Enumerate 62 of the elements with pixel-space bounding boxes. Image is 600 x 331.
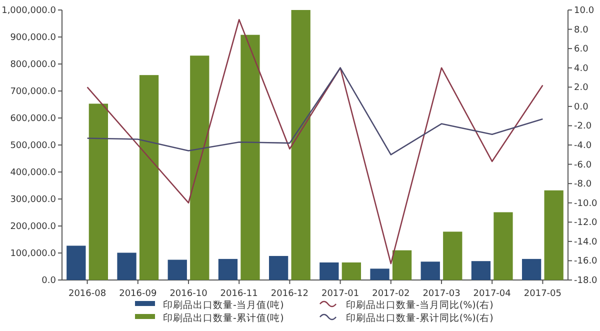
y-tick-label: 1,000,000.0: [2, 6, 56, 16]
bar: [342, 262, 362, 280]
y2-tick-label: 10.0: [574, 6, 594, 16]
bar: [471, 261, 491, 280]
bar: [168, 260, 187, 280]
y-tick-label: 800,000.0: [10, 60, 56, 70]
y2-tick-label: 8.0: [574, 25, 589, 36]
bar: [544, 190, 564, 280]
y2-tick-label: -18.0: [574, 276, 598, 286]
bar: [139, 75, 159, 280]
y-tick-label: 700,000.0: [10, 87, 56, 97]
y2-tick-label: 6.0: [574, 44, 589, 55]
bar: [320, 262, 339, 280]
y-tick-label: 0.0: [42, 276, 56, 286]
x-tick-label: 2016-09: [119, 289, 157, 299]
bar: [392, 250, 412, 280]
legend-label: 印刷品出口数量-当月同比(%)(右): [346, 299, 494, 311]
bar: [218, 258, 238, 280]
x-tick-label: 2017-01: [321, 289, 360, 299]
x-tick-label: 2016-11: [220, 289, 258, 299]
legend-label: 印刷品出口数量-累计同比(%)(右): [346, 312, 494, 324]
y2-tick-label: -10.0: [574, 198, 598, 209]
y2-tick-label: -12.0: [574, 218, 598, 228]
x-tick-label: 2017-03: [422, 289, 460, 299]
bar: [88, 104, 108, 280]
bar: [443, 232, 462, 280]
x-tick-label: 2016-08: [68, 289, 106, 299]
legend-label: 印刷品出口数量-累计值(吨): [163, 312, 284, 324]
x-tick-label: 2017-04: [473, 289, 512, 299]
bar: [268, 256, 288, 280]
bar: [66, 246, 86, 280]
x-tick-label: 2016-12: [270, 289, 309, 299]
bar: [190, 56, 210, 280]
y2-tick-label: -2.0: [574, 122, 592, 132]
bar: [291, 10, 310, 280]
y2-tick-label: -4.0: [574, 141, 592, 151]
line-series: [86, 67, 544, 156]
x-tick-label: 2017-05: [524, 289, 562, 299]
y-tick-label: 100,000.0: [10, 249, 56, 259]
x-tick-label: 2017-02: [372, 289, 410, 299]
bar: [370, 268, 390, 280]
bar: [522, 258, 542, 280]
y-tick-label: 500,000.0: [10, 141, 56, 151]
bar: [117, 252, 136, 280]
y2-tick-label: -6.0: [574, 160, 592, 170]
bar: [420, 262, 440, 280]
line-series: [86, 18, 544, 264]
y-tick-label: 400,000.0: [10, 168, 56, 178]
legend-label: 印刷品出口数量-当月值(吨): [163, 299, 284, 311]
y-tick-label: 600,000.0: [10, 114, 56, 124]
y2-tick-label: -14.0: [574, 237, 598, 248]
bar: [494, 212, 513, 280]
bar: [240, 34, 260, 280]
y2-tick-label: 2.0: [574, 83, 589, 94]
x-tick-label: 2016-10: [170, 289, 208, 299]
y-tick-label: 300,000.0: [10, 195, 56, 205]
y2-tick-label: -8.0: [574, 180, 592, 190]
y2-tick-label: 4.0: [574, 64, 589, 74]
y2-tick-label: -16.0: [574, 256, 598, 267]
y-tick-label: 200,000.0: [10, 222, 56, 232]
y2-tick-label: 0.0: [574, 102, 589, 112]
y-tick-label: 900,000.0: [10, 33, 56, 43]
